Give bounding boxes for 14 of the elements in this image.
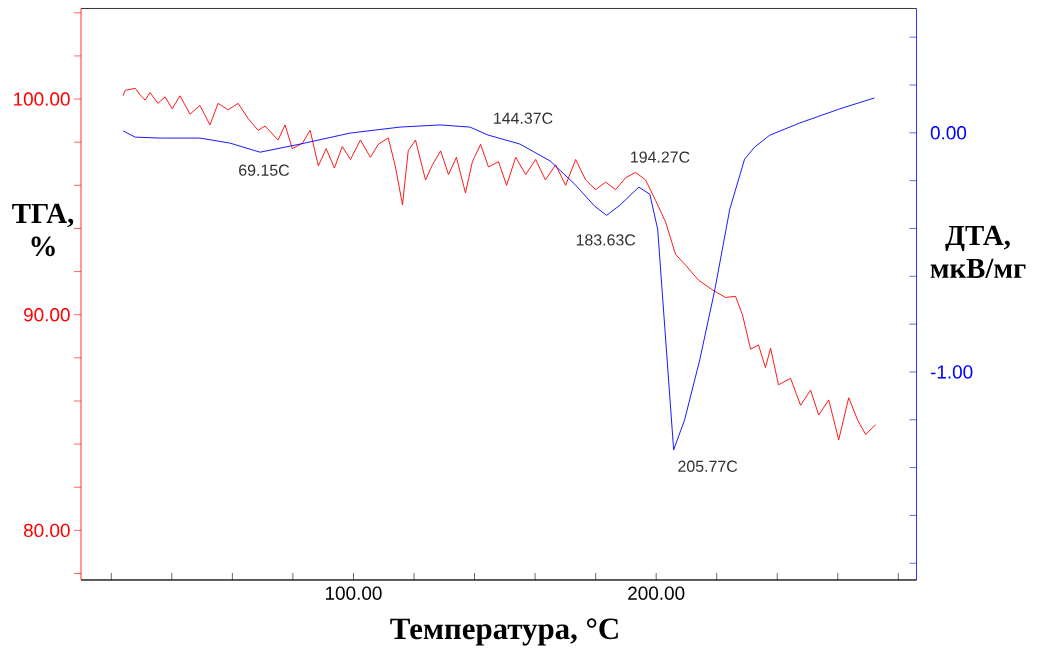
y2-axis-title: ДТА, мкВ/мг	[930, 225, 1026, 279]
y-tick-label: 90.00	[24, 308, 70, 322]
y2-tick-label: -1.00	[930, 365, 973, 379]
y-tick-label: 80.00	[23, 523, 70, 538]
y-tick-label: 100.00	[14, 92, 70, 106]
y-axis-title: ТГА, %	[12, 203, 74, 257]
y2-tick-label: 0.00	[930, 126, 967, 140]
x-tick-label: 200.00	[628, 586, 685, 600]
annotation: 194.27C	[631, 151, 690, 163]
x-axis-title: Температура, °C	[390, 618, 618, 646]
annotation: 183.63C	[576, 234, 636, 246]
annotation: 144.37C	[494, 112, 553, 124]
annotation: 205.77C	[678, 460, 738, 472]
annotation: 69.15C	[239, 164, 290, 176]
